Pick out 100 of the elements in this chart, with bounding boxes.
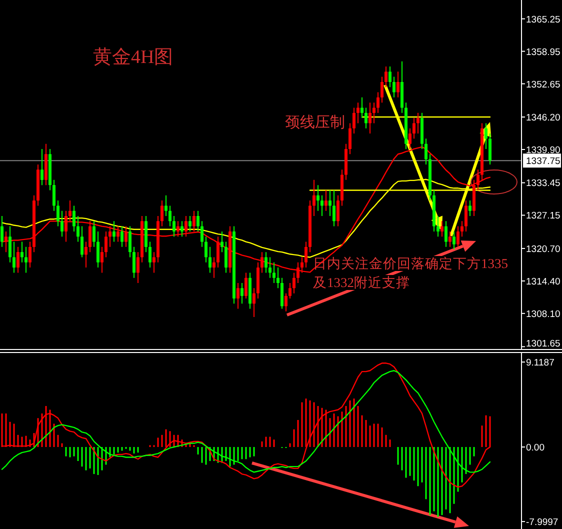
candlestick [224,241,228,274]
candlestick [460,220,464,238]
candlestick [456,226,460,248]
candlestick [12,241,16,274]
line-series [1,362,491,488]
candlestick [332,190,336,227]
candlestick [464,200,468,232]
annotation: 颈线压制 [285,114,345,131]
text: 黄金4H图 [93,47,174,68]
y-tick-label: 1352.65 [526,79,560,90]
candlestick [152,252,156,274]
candlestick [328,190,332,216]
candlestick [320,194,324,216]
candlestick [348,122,352,155]
candlestick [452,230,456,250]
y-tick-label: 1333.45 [526,178,560,190]
candlestick [92,220,96,248]
candlestick [100,246,104,274]
candlestick [436,216,440,238]
candlestick [4,230,8,253]
candlestick [216,236,220,268]
candlestick [124,226,128,248]
candlestick [52,179,56,212]
candlestick [148,241,152,268]
y-tick-label: 0.00 [526,442,544,454]
candlestick [164,194,168,216]
candlestick [180,220,184,238]
candlestick [448,230,452,248]
candlestick [72,205,76,232]
candlestick [388,66,392,88]
candlestick [416,112,420,134]
candlestick [168,205,172,227]
y-tick-label: 1365.25 [526,14,560,26]
candlestick [468,200,472,216]
candlestick [380,76,384,104]
candlestick [132,246,136,278]
candlestick [352,107,356,134]
candlestick [364,107,368,129]
candlestick [220,230,224,253]
candlestick [64,210,68,242]
candlestick [104,230,108,258]
candlestick [112,220,116,242]
candlestick [116,226,120,242]
ref-line-label: 1337.75 [526,156,560,168]
candlestick [276,267,280,289]
candlestick [280,277,284,310]
candlestick [412,118,416,140]
candlestick [252,288,256,318]
candlestick [40,148,44,186]
candlestick [356,102,360,124]
candlestick [60,210,64,238]
candlestick [396,71,400,98]
candlestick [392,76,396,98]
candlestick [264,252,268,274]
candlestick [488,133,492,165]
candlestick [360,96,364,119]
candlestick [476,169,480,191]
candlestick [120,226,124,248]
candlestick [312,179,316,216]
candlestick [484,122,488,150]
candlestick [440,220,444,238]
candlestick [108,226,112,248]
candlestick [212,256,216,278]
candlestick [240,282,244,304]
y-tick-label: 1301.65 [526,338,560,350]
candlestick [84,241,88,268]
candlestick [184,216,188,238]
candlestick [208,246,212,274]
y-tick-label: 1314.40 [526,276,560,288]
candlestick [192,210,196,232]
candlestick [20,241,24,263]
candlestick [128,226,132,258]
candlestick [376,92,380,114]
candlestick [0,216,4,248]
candlestick [76,216,80,242]
candlestick [56,200,60,227]
candlestick [68,200,72,222]
candlestick [96,230,100,268]
candlestick [284,292,288,312]
candlestick [288,282,292,299]
candlestick [444,220,448,248]
candlestick [236,282,240,310]
candlestick [188,216,192,232]
candlestick [172,216,176,238]
y-tick-label: 1327.15 [526,210,560,222]
candlestick [384,66,388,88]
candlestick [268,256,272,278]
candlestick [368,102,372,134]
y-tick-label: 1308.10 [526,308,560,320]
y-tick-label: 9.1187 [526,358,554,369]
candlestick [24,246,28,274]
candlestick [136,252,140,284]
candlestick [424,138,428,165]
candlestick [316,184,320,212]
candlestick [28,241,32,268]
candlestick [244,272,248,299]
candlestick [336,194,340,227]
candlestick [80,226,84,258]
y-tick-label: 1339.90 [526,145,560,156]
y-tick-label: 1358.95 [526,46,560,58]
